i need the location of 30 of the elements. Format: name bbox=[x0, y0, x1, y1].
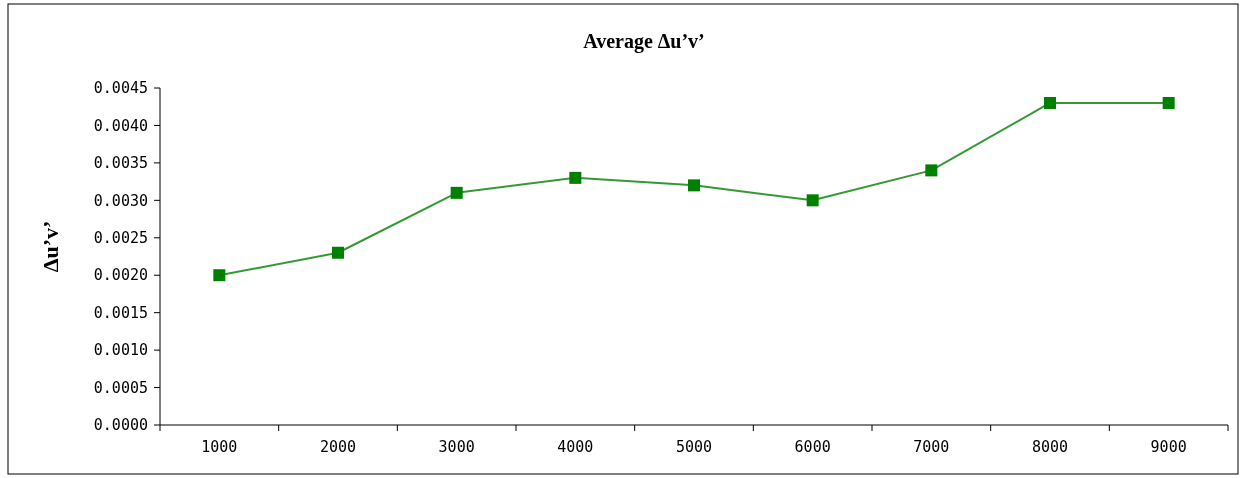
point bbox=[569, 171, 582, 184]
x-tick-label: 1000 bbox=[201, 438, 238, 456]
y-tick-label: 0.0030 bbox=[93, 191, 148, 210]
y-tick-label: 0.0005 bbox=[93, 378, 148, 397]
y-tick-label: 0.0020 bbox=[93, 266, 148, 285]
x-tick-label: 2000 bbox=[319, 438, 357, 456]
y-tick-label: 0.0010 bbox=[93, 341, 148, 360]
point bbox=[332, 246, 344, 259]
x-tick-label: 8000 bbox=[1031, 438, 1069, 456]
point bbox=[450, 186, 463, 199]
x-tick-label: 9000 bbox=[1150, 438, 1187, 456]
y-tick-label: 0.0000 bbox=[93, 416, 148, 435]
point bbox=[1162, 96, 1175, 109]
chart-title: Average Δu’v’ bbox=[583, 30, 705, 53]
point bbox=[806, 194, 819, 207]
y-tick-label: 0.0025 bbox=[93, 229, 148, 248]
x-tick-label: 3000 bbox=[438, 438, 475, 456]
x-tick-label: 4000 bbox=[557, 438, 594, 456]
x-tick-label: 6000 bbox=[794, 438, 831, 456]
point bbox=[213, 269, 226, 282]
x-tick-label: 7000 bbox=[913, 438, 950, 456]
point bbox=[925, 164, 938, 177]
y-tick-label: 0.0035 bbox=[93, 154, 148, 173]
y-tick-label: 0.0015 bbox=[93, 303, 148, 322]
point bbox=[688, 179, 700, 192]
point bbox=[1044, 96, 1056, 109]
x-tick-label: 5000 bbox=[675, 438, 713, 456]
y-tick-label: 0.0045 bbox=[93, 79, 148, 98]
y-axis-title: Δu’v’ bbox=[38, 220, 63, 273]
y-tick-label: 0.0040 bbox=[93, 116, 148, 135]
